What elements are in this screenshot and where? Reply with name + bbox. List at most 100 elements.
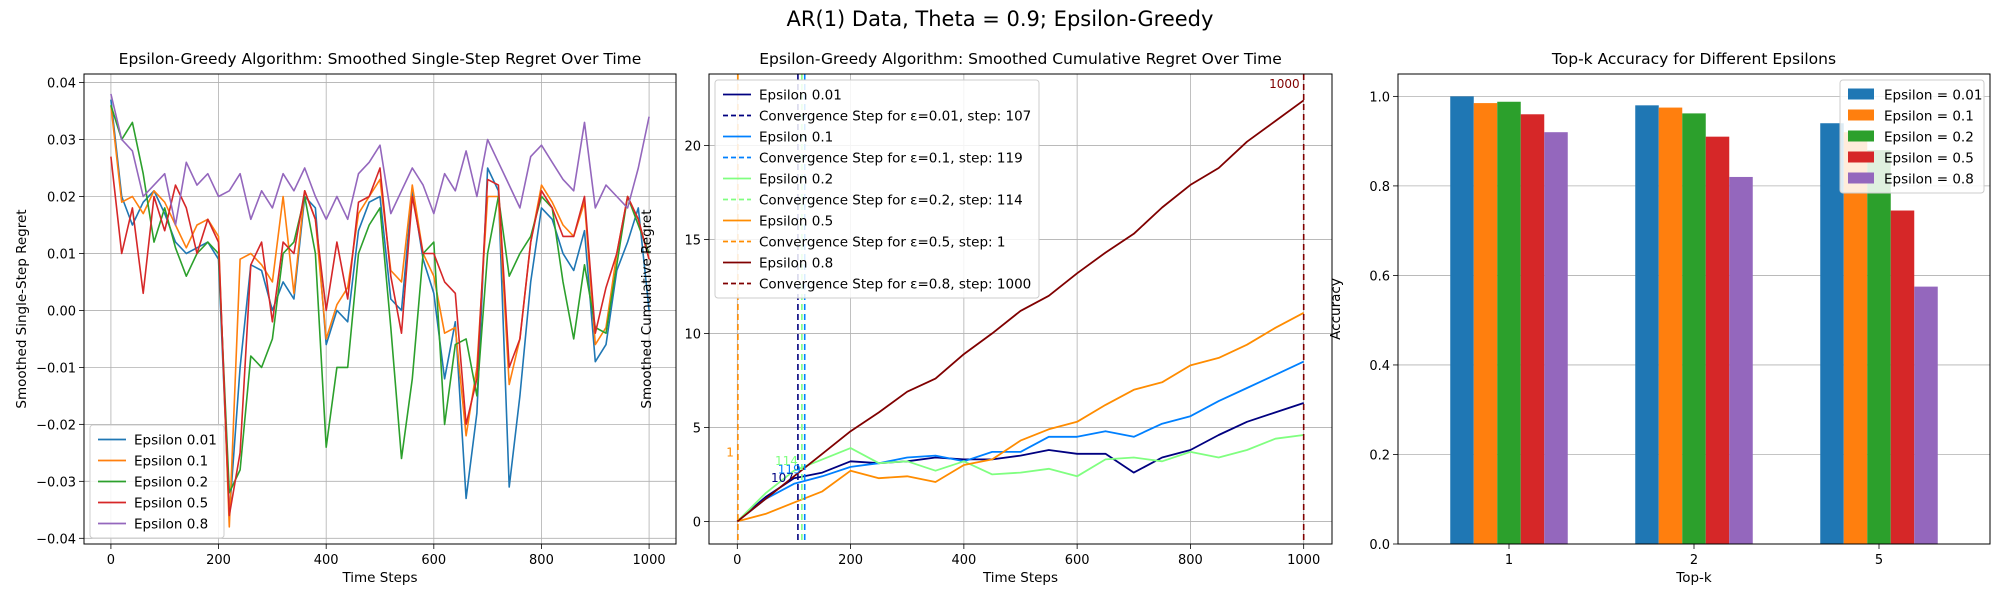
plot-frame [83,73,677,545]
bar [1658,107,1683,545]
bar [1520,114,1545,545]
y-tick-label: 15 [684,233,701,248]
y-tick-label: 10 [684,327,701,342]
y-tick-label: 0.8 [1369,180,1390,195]
y-tick-label: 20 [684,139,701,154]
x-tick-label: 200 [838,553,863,568]
x-axis-label: Time Steps [982,570,1058,586]
legend-label: Epsilon = 0.1 [1884,109,1974,125]
y-tick-label: 1.0 [1369,90,1390,105]
x-tick-label: 400 [314,553,339,568]
y-tick-label: 0.04 [47,77,76,92]
legend [1839,79,1985,194]
chart-title: Epsilon-Greedy Algorithm: Smoothed Cumul… [759,50,1282,68]
legend-label: Epsilon 0.01 [134,433,217,449]
series-line [736,434,1304,523]
y-tick-label: −0.04 [36,532,76,547]
x-axis-label: Time Steps [341,570,417,586]
legend-label: Epsilon = 0.5 [1884,151,1974,167]
legend-label: Convergence Step for ε=0.8, step: 1000 [759,277,1031,293]
convergence-annotation: 119 [778,462,801,476]
x-tick-label: 200 [206,553,231,568]
legend-label: Epsilon 0.2 [759,172,833,188]
y-tick-label: 0.6 [1369,269,1390,284]
plot-frame [1397,73,1991,545]
bar [1890,210,1915,544]
convergence-annotation: 1000 [1269,77,1300,91]
chart-title: Top-k Accuracy for Different Epsilons [1551,50,1836,68]
y-tick-label: 0.02 [47,190,76,205]
x-tick-label: 800 [529,553,554,568]
chart-1: 0 200 400 600 800 1000 −0.04 −0.03 −0.02 −0.01 0.0… [14,50,677,586]
series-line [737,312,1305,523]
y-axis-label: Smoothed Cumulative Regret [639,209,655,408]
bar [1914,286,1938,544]
y-axis-label: Accuracy [1328,278,1344,340]
bar [1820,123,1844,544]
x-tick-label: 1 [1505,553,1513,568]
legend-label: Epsilon 0.1 [759,130,833,146]
figure-title: AR(1) Data, Theta = 0.9; Epsilon-Greedy [786,7,1214,31]
series-line [736,402,1304,523]
y-tick-label: 5 [693,421,701,436]
legend [714,79,1040,299]
bar [1635,105,1659,544]
legend-label: Convergence Step for ε=0.01, step: 107 [759,109,1031,125]
legend-label: Epsilon = 0.01 [1884,88,1982,104]
series-line [110,93,650,226]
x-tick-label: 1000 [1287,553,1320,568]
plot-frame [708,73,1333,545]
x-tick-label: 400 [951,553,976,568]
x-tick-label: 600 [421,553,446,568]
legend [89,424,225,539]
convergence-annotation: 114 [775,454,798,468]
legend-label: Epsilon 0.1 [134,454,208,470]
y-tick-label: 0.4 [1369,359,1390,374]
legend-swatch [1848,172,1874,184]
y-axis-label: Smoothed Single-Step Regret [14,209,30,408]
legend-label: Epsilon = 0.2 [1884,130,1974,146]
bar [1729,176,1753,544]
legend-swatch [1848,109,1874,121]
chart-3: 0.0 0.2 0.4 0.6 0.8 1.0 1 2 5 Top-k Accuracy for … [1328,50,1991,586]
bar [1497,101,1521,544]
y-tick-label: −0.02 [36,418,76,433]
y-tick-label: 0.03 [47,134,76,149]
x-tick-label: 5 [1875,553,1883,568]
x-tick-label: 1000 [633,553,666,568]
bar [1867,150,1891,544]
legend-label: Epsilon 0.8 [759,256,833,272]
series-line [736,99,1305,523]
legend-label: Epsilon = 0.8 [1884,172,1974,188]
legend-swatch [1848,88,1874,100]
y-tick-label: 0 [693,515,701,530]
y-tick-label: 0.00 [47,304,76,319]
bar [1544,132,1568,544]
y-tick-label: −0.03 [36,475,76,490]
x-axis-label: Top-k [1675,570,1712,586]
series-line [736,360,1305,523]
x-tick-label: 2 [1690,553,1698,568]
bar [1682,113,1706,544]
x-tick-label: 600 [1065,553,1090,568]
series-line [110,105,650,528]
series-line [110,105,650,494]
chart-title: Epsilon-Greedy Algorithm: Smoothed Singl… [119,50,642,68]
legend-label: Epsilon 0.2 [134,475,208,491]
y-tick-label: 0.01 [47,247,76,262]
bar [1843,132,1868,544]
convergence-annotation: 1 [726,445,734,459]
x-tick-label: 0 [107,553,115,568]
series-line [110,156,650,517]
legend-label: Convergence Step for ε=0.1, step: 119 [759,151,1023,167]
legend-label: Epsilon 0.5 [134,496,208,512]
y-tick-label: −0.01 [36,361,76,376]
x-tick-label: 0 [733,553,741,568]
legend-label: Epsilon 0.5 [759,214,833,230]
bar [1450,96,1474,544]
bar [1473,103,1498,544]
legend-label: Epsilon 0.01 [759,88,842,104]
y-tick-label: 0.2 [1369,448,1390,463]
